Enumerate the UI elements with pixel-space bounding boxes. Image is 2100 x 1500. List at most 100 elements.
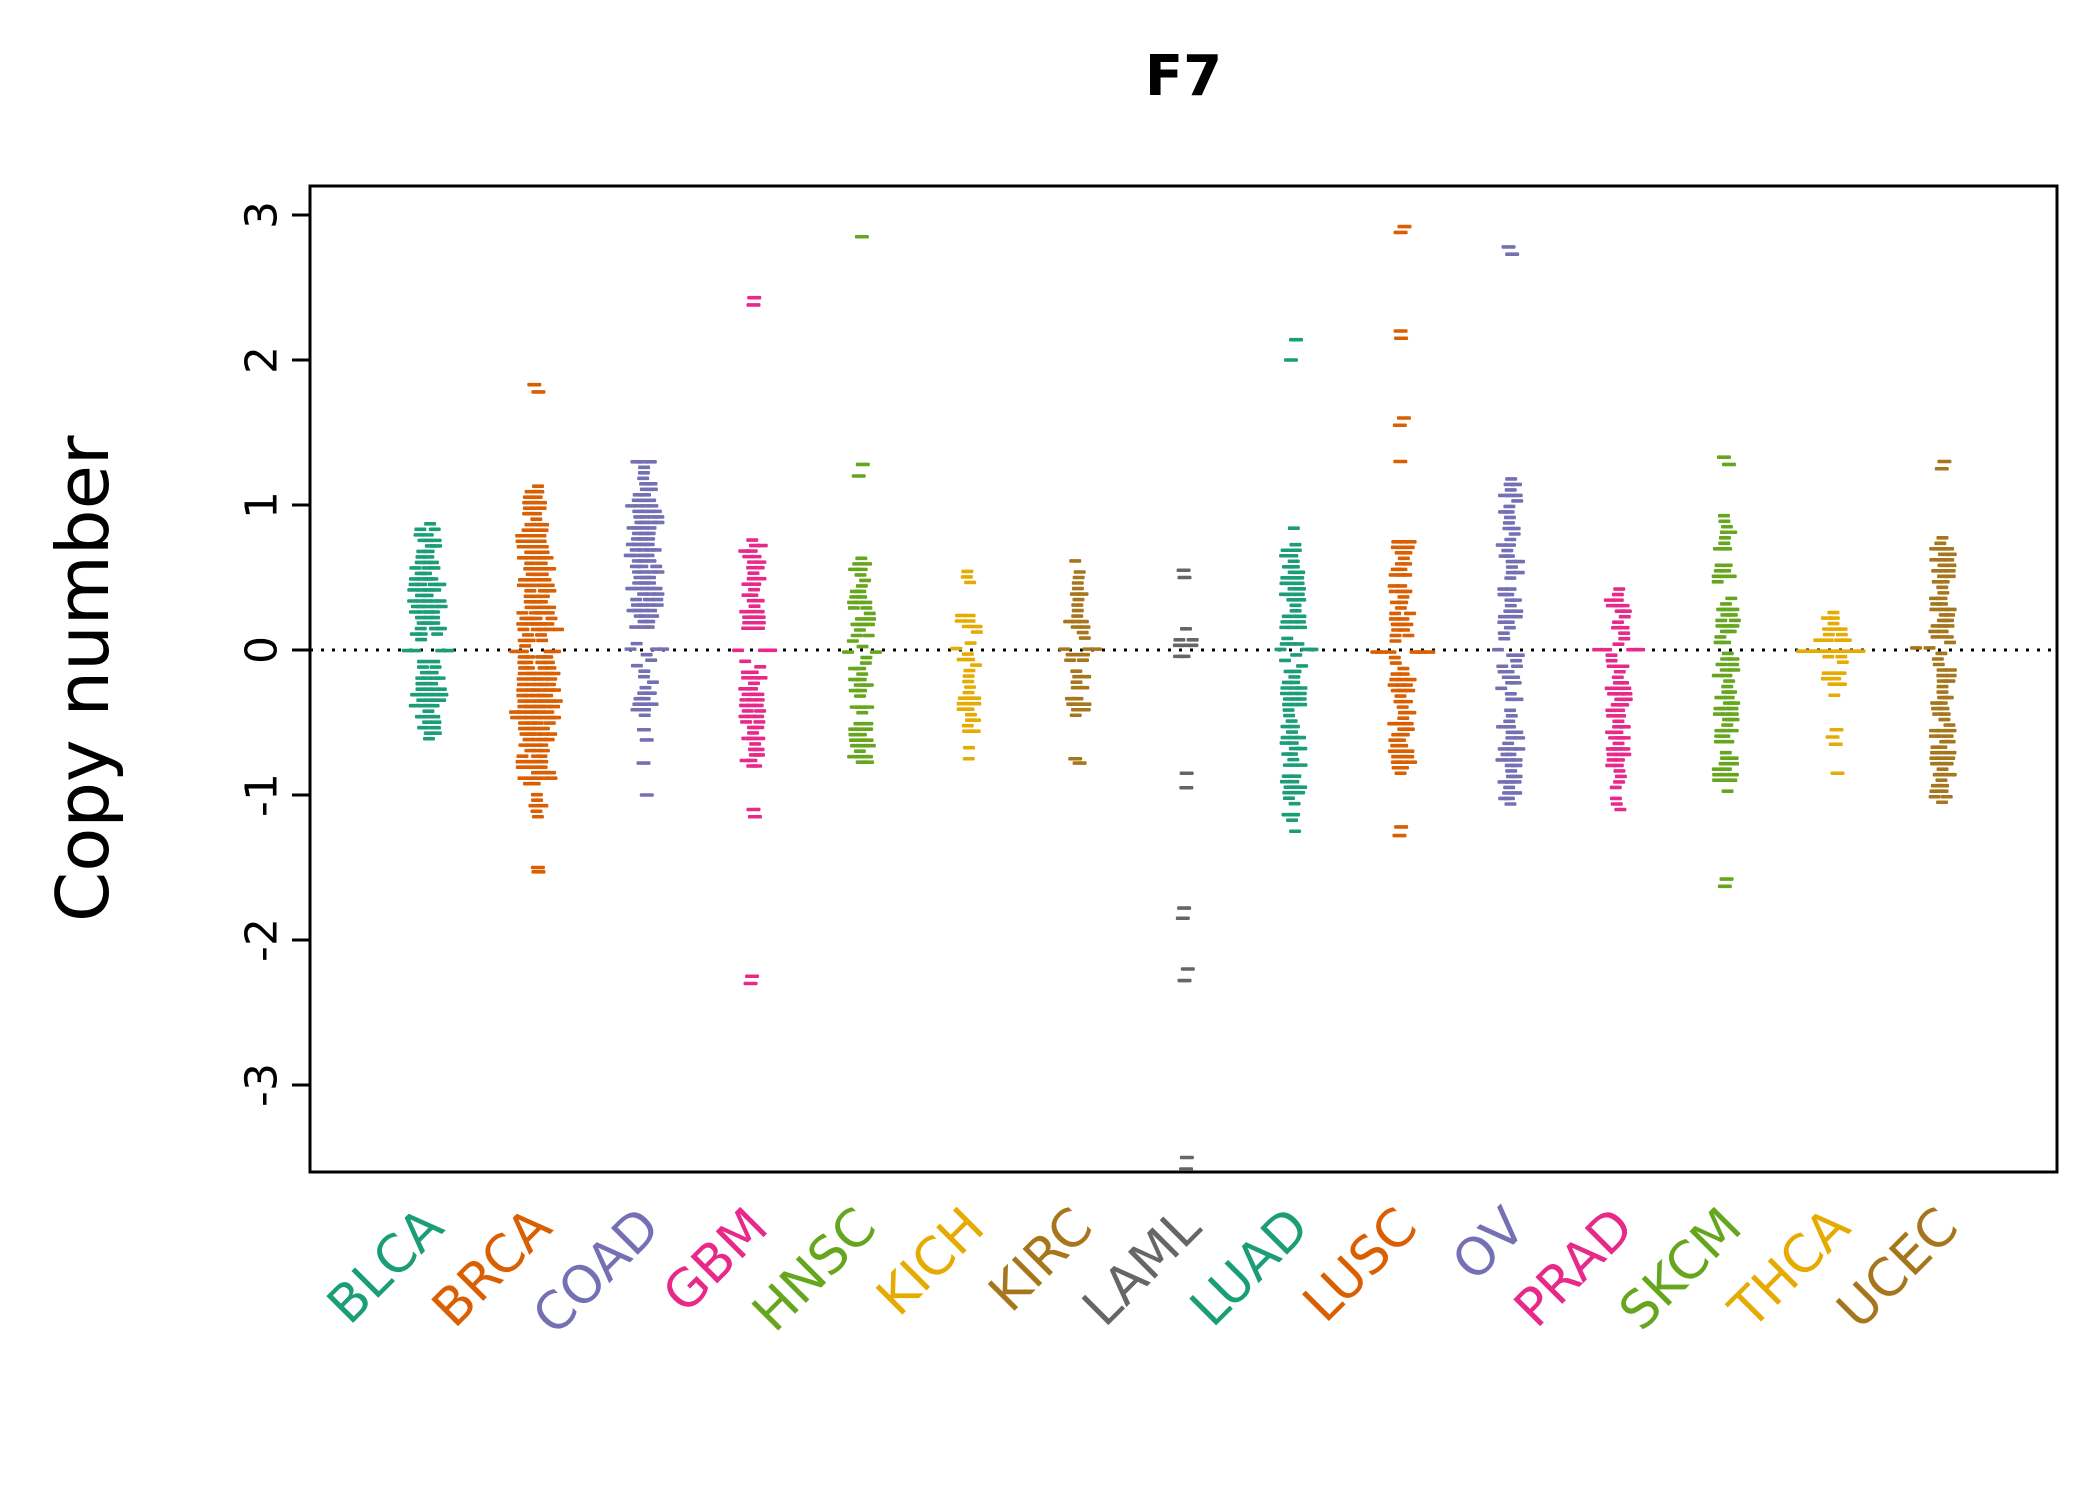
swarm-point [1617, 603, 1630, 608]
swarm-point [1614, 774, 1627, 779]
swarm-point [1609, 796, 1622, 801]
swarm-point [741, 736, 754, 741]
swarm-point [861, 738, 874, 742]
swarm-point [414, 560, 427, 565]
swarm-point [1285, 730, 1298, 734]
swarm-point [1620, 691, 1633, 696]
swarm-point [633, 614, 646, 618]
swarm-point [1719, 602, 1732, 606]
swarm-point [1712, 712, 1725, 716]
outlier-point [636, 761, 651, 765]
swarm-point [409, 566, 422, 570]
swarm-point [1727, 761, 1740, 766]
swarm-point [517, 655, 530, 659]
swarm-point [750, 764, 763, 768]
swarm-point [1294, 598, 1307, 602]
swarm-point [962, 674, 975, 678]
swarm-point [1727, 624, 1740, 628]
swarm-point [1728, 701, 1741, 705]
swarm-point [1283, 669, 1296, 674]
swarm-point [516, 622, 529, 626]
swarm-point [1942, 558, 1955, 562]
swarm-point [1617, 703, 1630, 707]
swarm-point [1404, 540, 1417, 544]
swarm-point [1294, 614, 1307, 619]
swarm-point [651, 603, 664, 607]
swarm-point [644, 581, 657, 585]
swarm-point [544, 605, 557, 610]
swarm-point [1387, 683, 1400, 687]
swarm-point [955, 613, 968, 618]
swarm-point [1064, 696, 1077, 701]
swarm-point [1505, 477, 1518, 481]
swarm-point [754, 560, 767, 564]
swarm-point [1511, 697, 1524, 702]
outlier-point [1175, 916, 1190, 921]
swarm-point [417, 725, 430, 730]
swarm-point [1066, 702, 1079, 707]
outlier-point [1393, 459, 1408, 464]
swarm-point [1292, 575, 1305, 580]
swarm-point [753, 736, 766, 741]
swarm-point [1389, 600, 1402, 605]
swarm-point [754, 709, 767, 713]
swarm-point [1930, 745, 1943, 749]
swarm-point [1293, 587, 1306, 591]
swarm-point [531, 814, 544, 819]
swarm-point [1394, 771, 1407, 776]
swarm-point [1505, 714, 1518, 718]
swarm-point [860, 606, 873, 610]
swarm-point [1069, 559, 1082, 563]
swarm-point [541, 655, 554, 659]
swarm-point [1929, 756, 1942, 760]
outlier-point [1934, 466, 1949, 471]
swarm-point [414, 615, 427, 620]
swarm-point [428, 566, 441, 570]
swarm-LAML [1172, 568, 1199, 1171]
outlier-point [1284, 358, 1299, 362]
x-label-LUSC: LUSC [1292, 1197, 1429, 1334]
swarm-point [638, 465, 651, 470]
swarm-point [415, 687, 428, 691]
swarm-point [969, 701, 982, 706]
swarm-point [630, 597, 643, 602]
outlier-point [851, 474, 866, 478]
swarm-point [1293, 735, 1306, 740]
swarm-point [1504, 537, 1517, 542]
swarm-point [1289, 542, 1302, 547]
swarm-point [1720, 524, 1733, 529]
swarm-point [753, 720, 766, 724]
swarm-point [964, 712, 977, 717]
outlier-point [1179, 1167, 1194, 1171]
swarm-point [1186, 643, 1199, 648]
swarm-point [1510, 763, 1523, 768]
swarm-point [1387, 721, 1400, 726]
swarm-point [1943, 574, 1956, 579]
swarm-point [1282, 796, 1295, 800]
swarm-point [1497, 587, 1510, 591]
swarm-point [1724, 629, 1737, 634]
swarm-point [1401, 622, 1414, 627]
swarm-point [1930, 701, 1943, 705]
swarm-point [516, 693, 529, 698]
swarm-point [1712, 772, 1725, 777]
swarm-point [644, 459, 657, 464]
swarm-COAD [623, 459, 670, 797]
swarm-point [1510, 791, 1523, 795]
swarm-point [1605, 730, 1618, 735]
swarm-point [1711, 673, 1724, 678]
swarm-point [853, 749, 866, 754]
swarm-point [1822, 632, 1835, 637]
swarm-point [962, 756, 975, 761]
swarm-point [1295, 686, 1308, 690]
outlier-point [1717, 884, 1732, 889]
swarm-point [1173, 654, 1186, 659]
swarm-point [753, 615, 766, 620]
swarm-point [1941, 734, 1954, 738]
swarm-point [408, 582, 421, 587]
swarm-point [1504, 708, 1517, 713]
swarm-point [855, 584, 868, 588]
swarm-point [738, 714, 751, 719]
swarm-point [1274, 647, 1287, 652]
swarm-point [847, 606, 860, 610]
